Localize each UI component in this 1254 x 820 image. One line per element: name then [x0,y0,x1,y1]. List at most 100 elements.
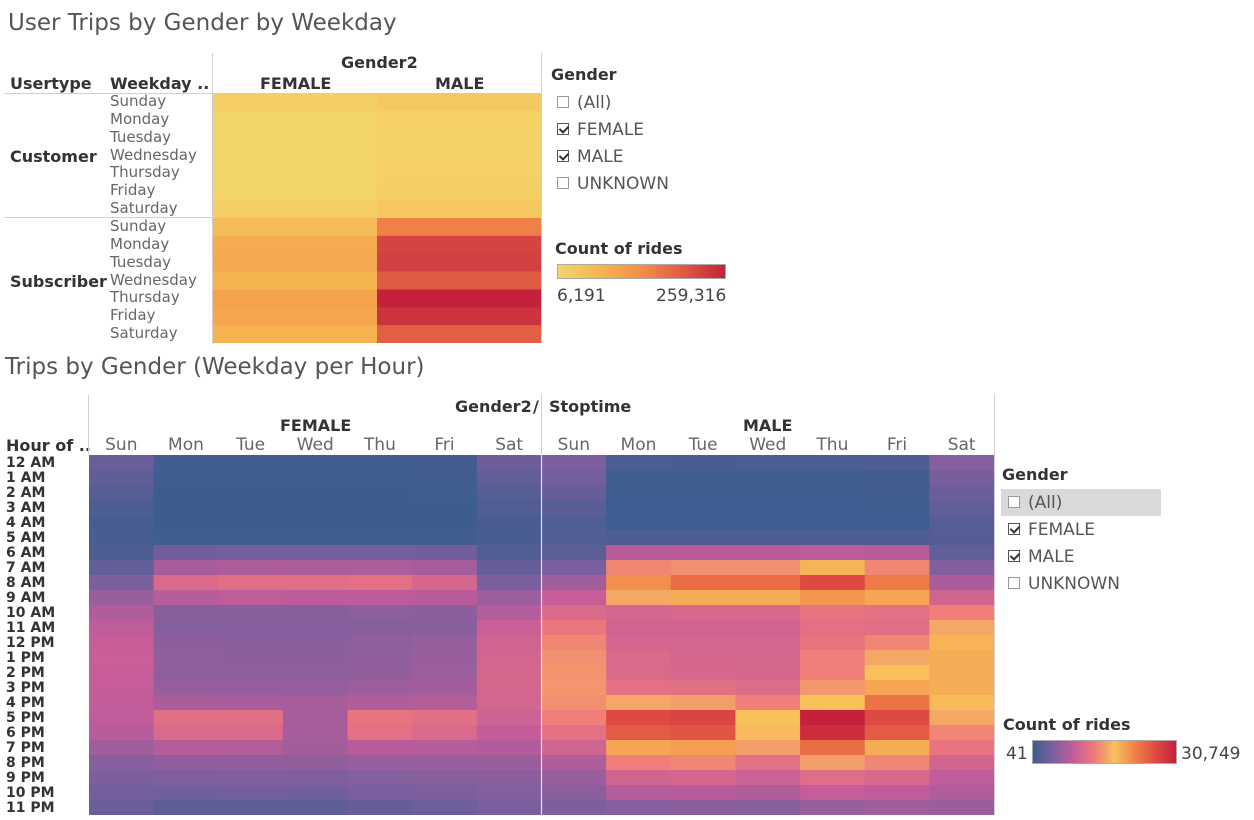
bottom-heatmap-cell[interactable] [89,650,155,666]
bottom-heatmap-cell[interactable] [606,740,672,756]
bottom-heatmap-cell[interactable] [218,470,284,486]
bottom-heatmap-cell[interactable] [800,545,866,561]
top-heatmap-cell[interactable] [377,110,541,130]
bottom-heatmap-cell[interactable] [541,635,607,651]
bottom-heatmap-cell[interactable] [218,725,284,741]
bottom-heatmap-cell[interactable] [89,665,155,681]
bottom-heatmap-cell[interactable] [929,605,994,621]
bottom-heatmap-cell[interactable] [218,575,284,591]
bottom-heatmap-cell[interactable] [735,485,801,501]
bottom-heatmap-cell[interactable] [735,605,801,621]
bottom-heatmap-cell[interactable] [541,500,607,516]
bottom-heatmap-cell[interactable] [670,725,736,741]
bottom-heatmap-cell[interactable] [89,695,155,711]
bottom-gender-filter-item-female[interactable]: FEMALE [1008,520,1095,540]
bottom-heatmap-cell[interactable] [606,800,672,815]
bottom-heatmap-cell[interactable] [218,620,284,636]
bottom-heatmap-cell[interactable] [153,470,219,486]
bottom-heatmap-cell[interactable] [347,545,413,561]
bottom-heatmap-cell[interactable] [800,605,866,621]
bottom-heatmap-cell[interactable] [670,620,736,636]
bottom-heatmap-cell[interactable] [476,470,542,486]
bottom-heatmap-cell[interactable] [476,500,542,516]
bottom-heatmap-cell[interactable] [864,545,930,561]
bottom-heatmap-cell[interactable] [541,545,607,561]
bottom-heatmap-cell[interactable] [864,590,930,606]
bottom-heatmap-cell[interactable] [800,500,866,516]
bottom-heatmap-cell[interactable] [89,620,155,636]
bottom-heatmap-cell[interactable] [218,710,284,726]
bottom-heatmap-cell[interactable] [412,500,478,516]
bottom-heatmap-cell[interactable] [282,665,349,681]
top-heatmap-cell[interactable] [377,289,541,308]
bottom-heatmap-cell[interactable] [864,560,930,576]
bottom-heatmap-cell[interactable] [153,500,219,516]
bottom-heatmap-cell[interactable] [864,665,930,681]
bottom-heatmap-cell[interactable] [864,650,930,666]
bottom-heatmap-cell[interactable] [864,785,930,801]
bottom-heatmap-cell[interactable] [541,560,607,576]
bottom-heatmap-cell[interactable] [735,665,801,681]
bottom-heatmap-cell[interactable] [476,485,542,501]
bottom-heatmap-cell[interactable] [89,455,155,471]
top-heatmap-cell[interactable] [377,200,541,219]
bottom-heatmap-cell[interactable] [735,710,801,726]
bottom-heatmap-cell[interactable] [606,545,672,561]
bottom-heatmap-cell[interactable] [89,755,155,771]
bottom-heatmap-cell[interactable] [929,590,994,606]
bottom-heatmap-cell[interactable] [476,530,542,546]
bottom-heatmap-cell[interactable] [929,575,994,591]
bottom-heatmap-cell[interactable] [864,500,930,516]
bottom-heatmap-cell[interactable] [347,455,413,471]
bottom-heatmap-cell[interactable] [541,620,607,636]
bottom-heatmap[interactable] [89,455,994,815]
bottom-heatmap-cell[interactable] [606,485,672,501]
bottom-heatmap-cell[interactable] [153,575,219,591]
bottom-heatmap-cell[interactable] [864,575,930,591]
bottom-heatmap-cell[interactable] [735,620,801,636]
checkbox-icon[interactable] [1008,523,1020,535]
bottom-heatmap-cell[interactable] [153,545,219,561]
bottom-heatmap-cell[interactable] [606,785,672,801]
bottom-heatmap-cell[interactable] [153,695,219,711]
bottom-gender-filter-item-all[interactable]: (All) [1008,493,1062,513]
bottom-heatmap-cell[interactable] [89,785,155,801]
bottom-heatmap-cell[interactable] [476,770,542,786]
bottom-heatmap-cell[interactable] [153,755,219,771]
bottom-heatmap-cell[interactable] [541,605,607,621]
checkbox-icon[interactable] [1008,496,1020,508]
bottom-heatmap-cell[interactable] [412,530,478,546]
bottom-heatmap-cell[interactable] [218,515,284,531]
bottom-heatmap-cell[interactable] [800,590,866,606]
bottom-heatmap-cell[interactable] [929,500,994,516]
bottom-heatmap-cell[interactable] [89,770,155,786]
bottom-heatmap-cell[interactable] [347,650,413,666]
bottom-heatmap-cell[interactable] [929,665,994,681]
bottom-heatmap-cell[interactable] [670,800,736,815]
top-heatmap-cell[interactable] [213,182,378,201]
bottom-heatmap-cell[interactable] [864,620,930,636]
bottom-heatmap-cell[interactable] [606,710,672,726]
bottom-heatmap-cell[interactable] [929,545,994,561]
bottom-heatmap-cell[interactable] [541,680,607,696]
bottom-heatmap-cell[interactable] [800,800,866,815]
bottom-heatmap-cell[interactable] [800,665,866,681]
bottom-heatmap-cell[interactable] [670,605,736,621]
bottom-heatmap-cell[interactable] [153,710,219,726]
bottom-heatmap-cell[interactable] [670,470,736,486]
bottom-heatmap-cell[interactable] [670,680,736,696]
bottom-heatmap-cell[interactable] [282,770,349,786]
bottom-heatmap-cell[interactable] [670,665,736,681]
bottom-heatmap-cell[interactable] [153,530,219,546]
bottom-heatmap-cell[interactable] [347,785,413,801]
top-heatmap-cell[interactable] [213,200,378,219]
bottom-heatmap-cell[interactable] [218,635,284,651]
bottom-heatmap-cell[interactable] [412,545,478,561]
top-row-header-usertype[interactable]: Usertype [10,74,92,93]
bottom-heatmap-cell[interactable] [670,500,736,516]
top-heatmap-cell[interactable] [377,128,541,148]
bottom-heatmap-cell[interactable] [153,455,219,471]
top-heatmap-cell[interactable] [213,164,378,183]
bottom-heatmap-cell[interactable] [347,800,413,815]
bottom-heatmap-cell[interactable] [735,635,801,651]
